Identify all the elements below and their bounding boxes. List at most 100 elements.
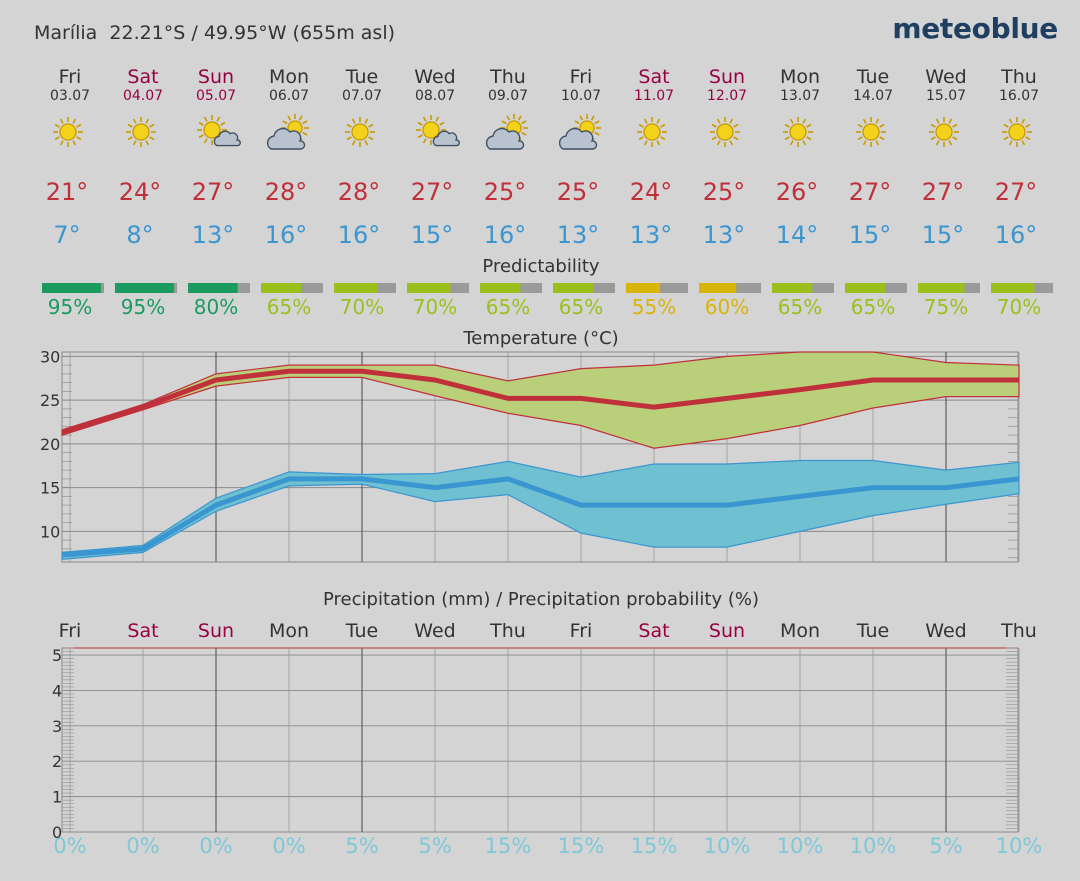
sun-ray xyxy=(76,136,82,141)
day-name: Fri xyxy=(59,66,82,88)
sun-disc xyxy=(351,123,369,141)
sun-disc xyxy=(862,123,880,141)
sun-ray xyxy=(638,136,644,141)
precip-day-label: Thu xyxy=(1000,620,1037,642)
predictability-value: 95% xyxy=(48,295,92,319)
precip-day-label: Fri xyxy=(59,620,82,642)
sun-ray xyxy=(346,136,352,141)
sun-ray xyxy=(521,120,527,125)
min-temp: 13° xyxy=(630,221,673,249)
max-temp: 27° xyxy=(922,178,965,206)
precip-probability: 5% xyxy=(929,834,962,858)
predictability-bar xyxy=(772,283,834,293)
sun-ray xyxy=(132,118,137,124)
min-temp: 16° xyxy=(995,221,1038,249)
predictability-value: 60% xyxy=(705,295,749,319)
sun-ray xyxy=(594,120,600,125)
sun-ray xyxy=(594,131,600,136)
predictability-bar xyxy=(407,283,469,293)
y-tick-label: 5 xyxy=(52,646,62,665)
cloud-shape xyxy=(558,127,598,150)
precip-day-label: Wed xyxy=(925,620,966,642)
sun-ray xyxy=(733,123,739,128)
precip-day-label: Tue xyxy=(345,620,378,642)
predictability-bar xyxy=(42,283,104,293)
day-date: 08.07 xyxy=(415,88,455,104)
min-temp: 13° xyxy=(557,221,600,249)
sun-ray xyxy=(302,120,308,125)
sun-ray xyxy=(517,115,522,121)
sun-ray xyxy=(54,136,60,141)
sun-ray xyxy=(660,123,666,128)
sun-ray xyxy=(784,136,790,141)
sun-ray xyxy=(417,121,423,126)
sun-icon xyxy=(783,117,813,147)
max-temp: 27° xyxy=(995,178,1038,206)
sun-ray xyxy=(643,140,648,146)
cloud-shape xyxy=(432,130,460,147)
day-date: 05.07 xyxy=(196,88,236,104)
day-name: Wed xyxy=(414,66,455,88)
predictability-bar xyxy=(699,283,761,293)
sun-ray xyxy=(127,123,133,128)
day-date: 06.07 xyxy=(269,88,309,104)
min-temperature-range xyxy=(61,459,1020,561)
y-tick-label: 30 xyxy=(40,347,60,366)
sun-ray xyxy=(351,140,356,146)
sun-disc xyxy=(935,123,953,141)
sun-ray xyxy=(203,138,208,144)
sun-ray xyxy=(802,118,807,124)
precip-day-label: Sun xyxy=(709,620,745,642)
sun-ray xyxy=(368,123,374,128)
sun-ray xyxy=(930,136,936,141)
sun-ray xyxy=(1003,123,1009,128)
max-temp: 25° xyxy=(557,178,600,206)
max-temperature-line xyxy=(61,368,1019,435)
min-temp: 13° xyxy=(703,221,746,249)
sun-icon xyxy=(637,117,667,147)
sun-ray xyxy=(952,123,958,128)
sun-ray xyxy=(422,138,427,144)
day-name: Sat xyxy=(638,66,669,88)
sun-icon xyxy=(1002,117,1032,147)
predictability-bar xyxy=(991,283,1053,293)
precip-probability: 10% xyxy=(777,834,824,858)
sun-icon xyxy=(126,117,156,147)
day-name: Thu xyxy=(1000,66,1037,88)
precip-probability: 0% xyxy=(126,834,159,858)
sun-ray xyxy=(521,131,527,136)
sun-ray xyxy=(72,140,77,146)
min-temp: 16° xyxy=(484,221,527,249)
sun-ray xyxy=(435,116,440,122)
predictability-value: 95% xyxy=(121,295,165,319)
max-temp: 25° xyxy=(484,178,527,206)
predictability-bar xyxy=(188,283,250,293)
sun-disc xyxy=(203,121,221,139)
day-date: 13.07 xyxy=(780,88,820,104)
sun-ray xyxy=(145,140,150,146)
sun-ray xyxy=(643,118,648,124)
cloud-sun-icon xyxy=(558,114,601,150)
cloud-shape xyxy=(266,127,306,150)
min-temp: 7° xyxy=(53,221,80,249)
sun-ray xyxy=(198,121,204,126)
precip-probability: 5% xyxy=(418,834,451,858)
sun-ray xyxy=(711,136,717,141)
sun-ray xyxy=(716,140,721,146)
day-name: Tue xyxy=(345,66,378,88)
max-temp: 27° xyxy=(192,178,235,206)
y-tick-label: 10 xyxy=(40,522,60,541)
sun-ray xyxy=(590,115,595,121)
predictability-bar-fill xyxy=(407,283,451,293)
precip-probability: 10% xyxy=(996,834,1043,858)
sun-icon xyxy=(53,117,83,147)
location-label: Marília 22.21°S / 49.95°W (655m asl) xyxy=(34,22,396,44)
min-temp: 15° xyxy=(849,221,892,249)
sun-ray xyxy=(930,123,936,128)
temperature-frame xyxy=(61,351,1019,563)
max-temp: 27° xyxy=(849,178,892,206)
sun-ray xyxy=(1008,118,1013,124)
predictability-bar-fill xyxy=(188,283,238,293)
predictability-value: 70% xyxy=(340,295,384,319)
